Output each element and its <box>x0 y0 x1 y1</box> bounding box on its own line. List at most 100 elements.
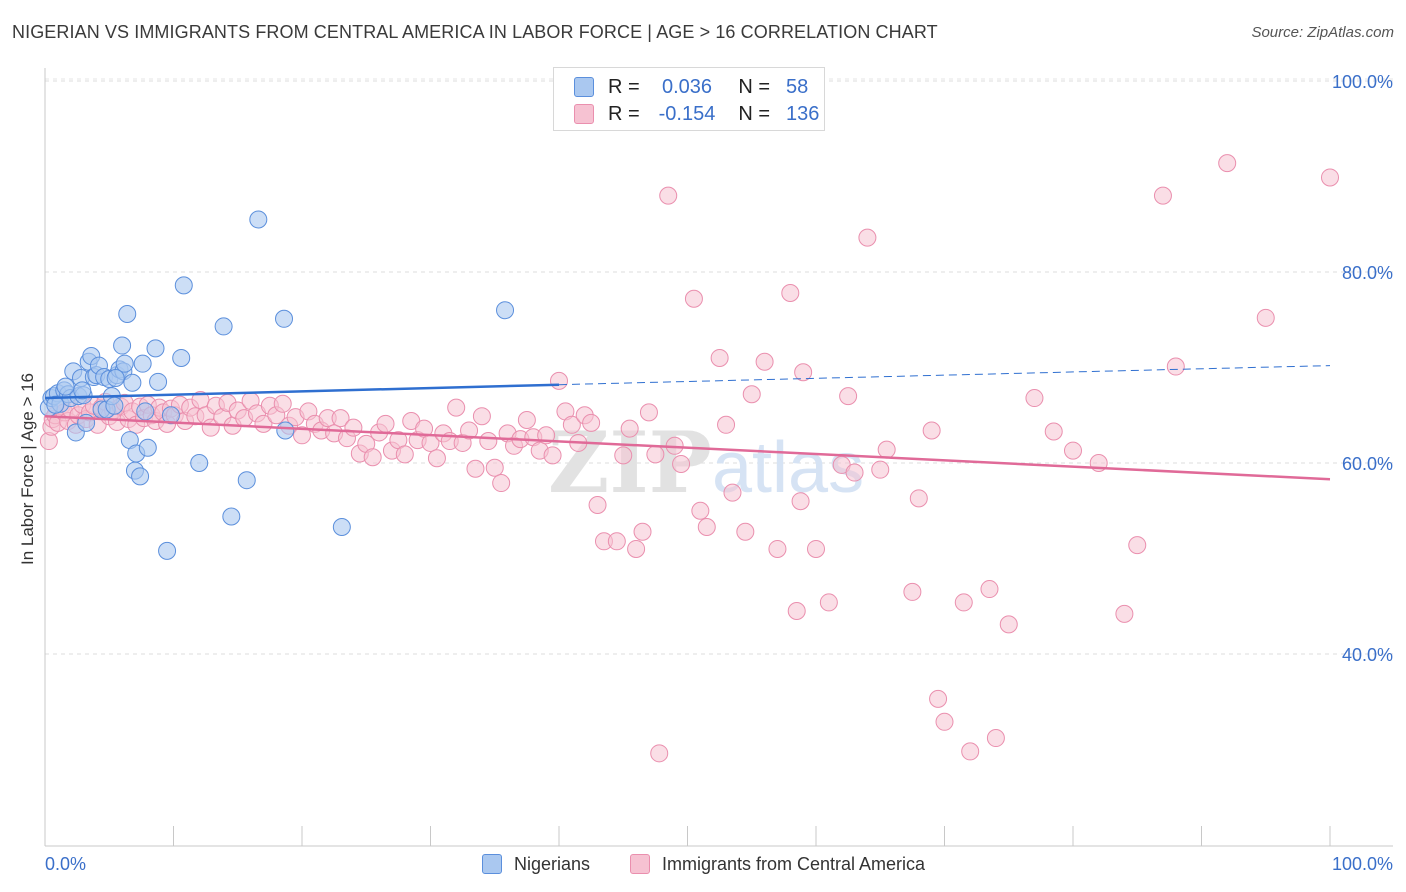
nigerians-point <box>496 301 515 320</box>
central-america-point <box>460 421 479 440</box>
nigerians-point <box>237 471 256 490</box>
central-america-legend-label: Immigrants from Central America <box>662 853 926 874</box>
central-america-point <box>672 454 691 473</box>
central-america-point <box>659 186 678 205</box>
r-label: R = <box>608 75 640 98</box>
central-america-point <box>363 448 382 467</box>
central-america-point <box>871 460 890 479</box>
source-label: Source: ZipAtlas.com <box>1251 24 1394 41</box>
central-america-point <box>607 532 626 551</box>
central-america-point <box>717 415 736 434</box>
nigerians-point <box>138 438 157 457</box>
central-america-point <box>807 539 825 558</box>
central-america-point <box>755 352 774 371</box>
central-america-point <box>395 445 414 464</box>
central-america-point <box>858 228 877 247</box>
bottom-legend-nigerians: Nigerians <box>482 852 590 876</box>
central-america-point <box>550 371 568 390</box>
central-america-point <box>1166 357 1185 376</box>
nigerians-point <box>118 305 137 324</box>
n-value: 136 <box>786 102 820 125</box>
central-america-legend-swatch <box>630 854 650 874</box>
nigerians-point <box>276 421 295 440</box>
nigerians-point <box>275 309 294 328</box>
central-america-point <box>781 284 800 303</box>
central-america-point <box>1128 536 1147 555</box>
nigerians-point <box>106 369 125 388</box>
central-america-point <box>447 398 466 417</box>
r-value: 0.036 <box>661 75 713 98</box>
central-america-point <box>466 459 485 478</box>
central-america-point <box>736 522 755 541</box>
central-america-point <box>1025 389 1044 408</box>
central-america-point <box>710 348 729 367</box>
legend-row-nigerians: R = 0.036 N = 58 <box>574 75 808 99</box>
central-america-point <box>562 415 581 434</box>
central-america-point <box>543 446 562 465</box>
nigerians-point <box>158 541 177 560</box>
central-america-point <box>485 458 504 477</box>
nigerians-point <box>332 517 351 536</box>
central-america-trend-line <box>44 414 1331 481</box>
central-america-point <box>427 449 446 468</box>
central-america-point <box>293 426 311 445</box>
legend-row-central-america: R = -0.154 N = 136 <box>574 102 819 126</box>
n-value: 58 <box>786 75 809 98</box>
central-america-point <box>1044 422 1063 441</box>
central-america-point <box>929 689 948 708</box>
nigerians-point <box>172 348 191 367</box>
nigerians-point <box>136 402 155 421</box>
nigerians-swatch <box>574 77 594 97</box>
nigerians-trend-extension <box>558 365 1331 386</box>
nigerians-point <box>105 396 124 415</box>
nigerians-point <box>56 377 75 396</box>
central-america-point <box>684 289 703 308</box>
x-tick-label: 0.0% <box>45 854 86 874</box>
y-tick-label: 80.0% <box>1342 263 1393 283</box>
y-axis-title: In Labor Force | Age > 16 <box>18 372 37 565</box>
central-america-swatch <box>574 104 594 124</box>
nigerians-trend-line <box>44 383 560 400</box>
central-america-point <box>331 409 350 428</box>
central-america-point <box>691 501 710 520</box>
central-america-point <box>877 440 896 459</box>
central-america-point <box>723 483 742 502</box>
nigerians-point <box>249 210 268 229</box>
central-america-point <box>986 729 1005 748</box>
central-america-point <box>768 539 787 558</box>
nigerians-legend-label: Nigerians <box>514 853 591 874</box>
central-america-point <box>791 492 810 511</box>
bottom-legend-central-america: Immigrants from Central America <box>630 852 925 876</box>
central-america-point <box>344 418 363 437</box>
central-america-point <box>839 387 858 406</box>
nigerians-point <box>123 373 142 392</box>
central-america-point <box>819 593 838 612</box>
central-america-point <box>633 522 652 541</box>
nigerians-point <box>161 406 180 425</box>
stats-legend: R = 0.036 N = 58 R = -0.154 N = 136 <box>553 67 825 131</box>
r-label: R = <box>608 102 640 125</box>
nigerians-point <box>222 507 241 526</box>
central-america-point <box>1256 308 1275 327</box>
central-america-point <box>588 496 607 515</box>
nigerians-point <box>115 354 134 373</box>
x-tick-label: 100.0% <box>1332 854 1393 874</box>
central-america-point <box>794 363 813 382</box>
nigerians-point <box>131 467 150 486</box>
central-america-point <box>1218 154 1237 173</box>
r-value: -0.154 <box>658 102 716 125</box>
central-america-point <box>845 463 864 482</box>
nigerians-legend-swatch <box>482 854 502 874</box>
nigerians-point <box>214 317 233 336</box>
nigerians-point <box>133 354 152 373</box>
central-america-point <box>903 582 922 601</box>
central-america-point <box>980 580 999 599</box>
nigerians-point <box>174 276 193 295</box>
central-america-point <box>517 411 536 430</box>
central-america-point <box>582 413 601 432</box>
central-america-point <box>1153 186 1172 205</box>
central-america-point <box>472 407 491 426</box>
nigerians-point <box>46 395 65 414</box>
central-america-point <box>639 403 658 422</box>
